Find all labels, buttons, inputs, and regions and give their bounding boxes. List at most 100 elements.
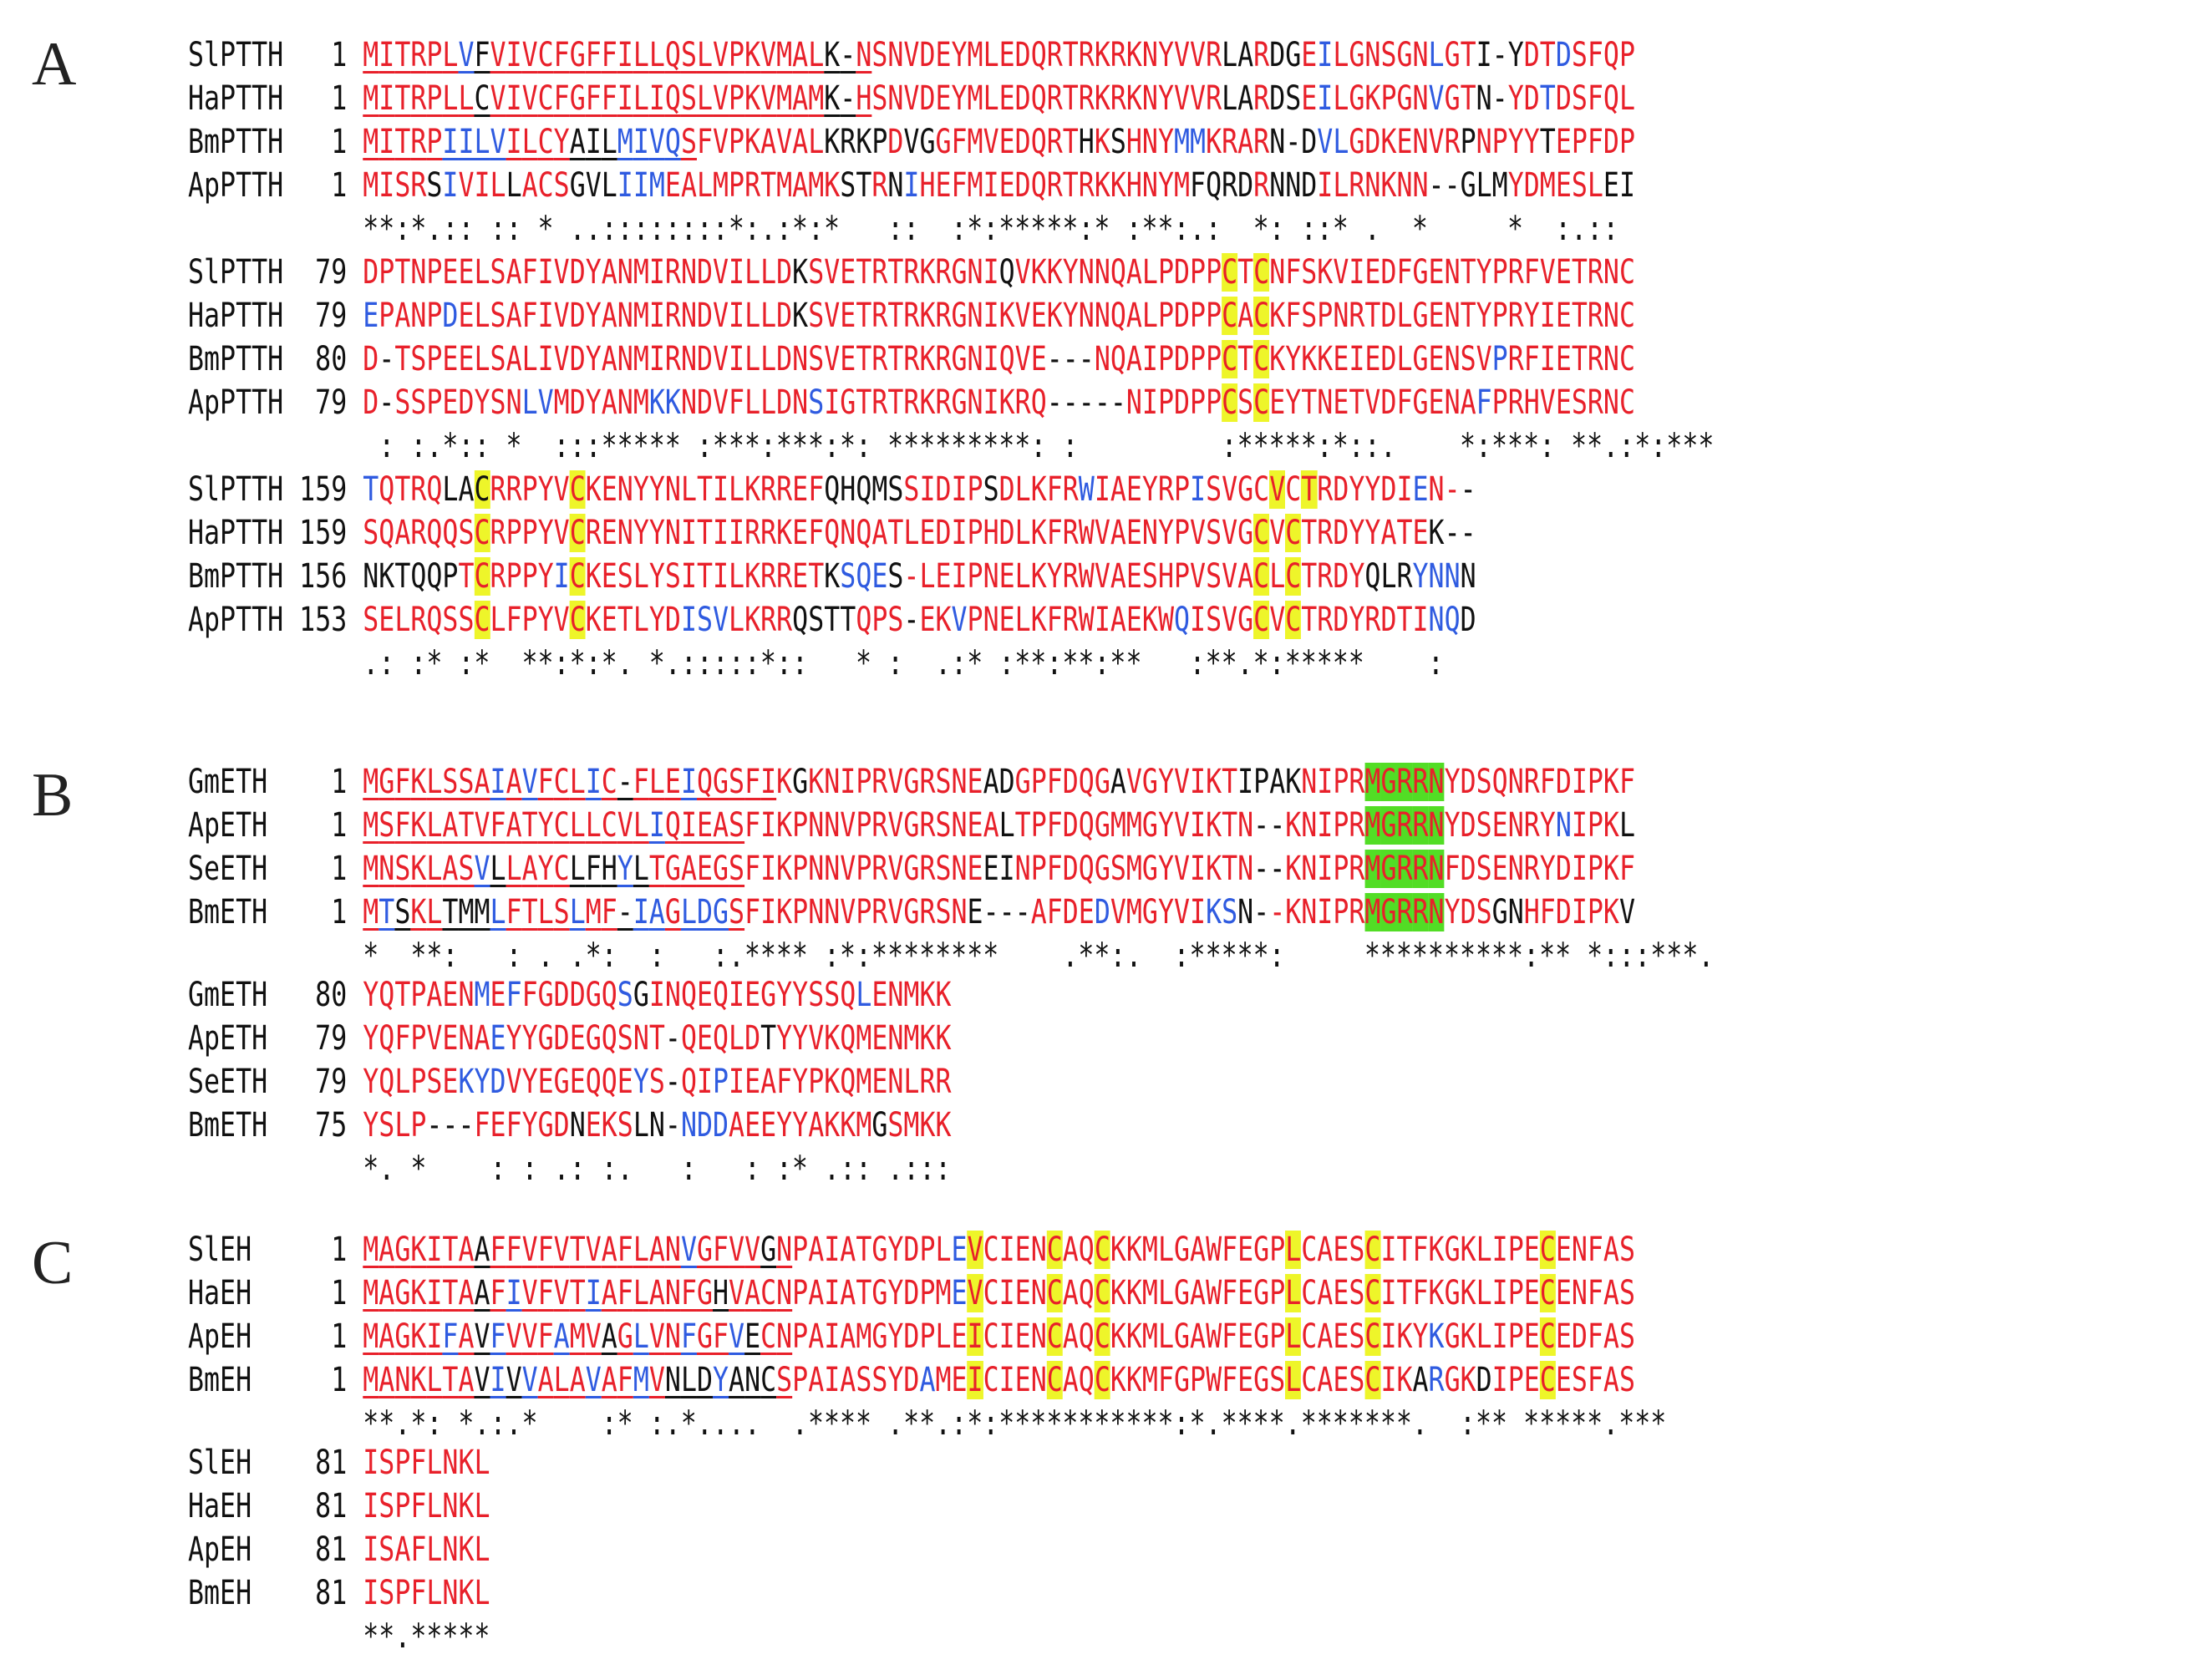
residue: S [935, 806, 952, 845]
residue: - [1078, 383, 1095, 422]
residue: R [1317, 514, 1334, 552]
residue: A [1110, 557, 1126, 596]
residue: F [1523, 340, 1540, 378]
residue: Y [537, 806, 554, 845]
residue: Y [521, 1106, 538, 1145]
residue: R [760, 514, 777, 552]
residue: G [1174, 1231, 1191, 1269]
residue: S [840, 557, 856, 596]
residue: K [1364, 79, 1381, 118]
residue: E [1014, 1317, 1031, 1356]
residue: V [506, 1361, 522, 1399]
residue: H [1078, 123, 1095, 161]
residue: A [808, 1274, 825, 1312]
residue: I [1571, 850, 1588, 888]
residue: M [363, 166, 379, 205]
residue: S [394, 850, 411, 888]
sequence-residues: MNSKLASVLLAYCLFHYLTGAEGSFIKPNNVPRVGRSNEE… [363, 847, 1635, 891]
residue: L [648, 36, 665, 74]
sequence-residues: ISPFLNKL [363, 1571, 490, 1615]
residue: A [601, 1361, 617, 1399]
residue: L [1476, 166, 1492, 205]
residue: E [744, 1317, 761, 1356]
residue: Q [856, 514, 872, 552]
residue: - [903, 557, 920, 596]
residue: F [553, 36, 570, 74]
residue: N [887, 1063, 904, 1101]
residue: E [601, 470, 617, 509]
residue: V [553, 340, 570, 378]
residue: C [1285, 514, 1302, 552]
residue: S [903, 470, 920, 509]
residue: Q [713, 1019, 729, 1058]
residue: Q [1078, 1361, 1095, 1399]
residue: N [792, 340, 809, 378]
residue: K [919, 253, 936, 292]
residue: I [983, 253, 999, 292]
residue: Y [1444, 763, 1461, 801]
residue: R [664, 253, 681, 292]
residue: I [1190, 893, 1207, 931]
residue: R [1253, 123, 1270, 161]
alignment-row: HaPTTH 79 EPANPDELSAFIVDYANMIRNDVILLDKSVET… [188, 294, 1635, 338]
residue: D [1333, 601, 1349, 639]
residue: L [585, 806, 602, 845]
residue: Y [1157, 79, 1175, 118]
residue: L [474, 1574, 490, 1612]
residue: D [1380, 340, 1397, 378]
sequence-name: ApPTTH [188, 383, 284, 422]
residue: - [1046, 383, 1063, 422]
residue: F [1285, 253, 1302, 292]
residue: L [696, 79, 714, 118]
residue: A [1125, 297, 1142, 335]
residue: P [1333, 763, 1349, 801]
residue: N [887, 36, 904, 74]
residue: T [1539, 36, 1556, 74]
residue: G [871, 1231, 888, 1269]
residue: P [426, 79, 443, 118]
residue: E [1364, 340, 1381, 378]
residue: N [1396, 166, 1413, 205]
residue: K [919, 976, 936, 1014]
residue: N [379, 850, 395, 888]
residue: V [1222, 514, 1238, 552]
residue: P [1157, 340, 1175, 378]
residue: P [792, 893, 809, 931]
residue: Q [379, 1019, 395, 1058]
residue: N [1301, 893, 1318, 931]
residue: K [1428, 1274, 1445, 1312]
residue: Q [585, 1063, 602, 1101]
residue: I [458, 123, 475, 161]
residue: Y [1507, 79, 1524, 118]
alignment-row: HaEH 1 MAGKITAAFIVFVTIAFLANFGHVACNPAIATGYD… [188, 1271, 1635, 1315]
residue: I [474, 166, 490, 205]
residue: Y [1507, 36, 1524, 74]
residue: S [458, 514, 475, 552]
residue: I [426, 1231, 443, 1269]
residue: T [696, 514, 714, 552]
residue: V [585, 1317, 602, 1356]
residue: K [1110, 1274, 1126, 1312]
residue: E [998, 79, 1015, 118]
residue: F [585, 79, 602, 118]
residue: Q [824, 514, 841, 552]
residue: L [1157, 1274, 1175, 1312]
sequence-residues: ISPFLNKL [363, 1485, 490, 1528]
residue: A [680, 850, 697, 888]
residue: N [664, 1317, 681, 1356]
residue: S [1618, 1361, 1635, 1399]
residue: R [1078, 36, 1095, 74]
residue: E [967, 893, 983, 931]
residue: Q [840, 1019, 856, 1058]
residue: F [410, 1574, 427, 1612]
sequence-start-position: 1 [331, 763, 348, 801]
residue: E [1396, 123, 1413, 161]
residue: P [394, 1574, 411, 1612]
residue: L [744, 340, 761, 378]
residue: A [792, 166, 809, 205]
residue: F [1587, 1361, 1603, 1399]
residue: S [617, 976, 633, 1014]
residue: Y [776, 1106, 793, 1145]
sequence-residues: MITRPLLCVIVCFGFFILIQSLVPKVMAMK-HSNVDEYML… [363, 77, 1635, 120]
residue: A [1237, 36, 1254, 74]
